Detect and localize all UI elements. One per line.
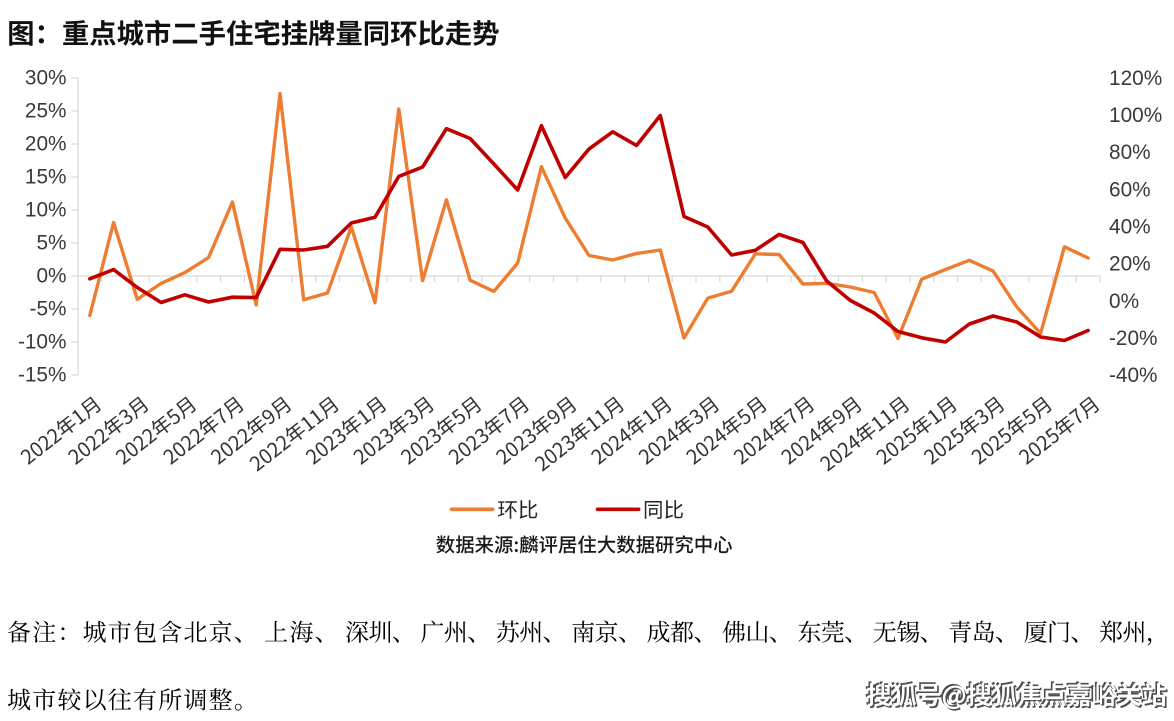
svg-text:40%: 40%	[1109, 216, 1151, 239]
svg-text:-10%: -10%	[18, 330, 67, 353]
svg-text:20%: 20%	[1109, 253, 1151, 276]
svg-text:120%: 120%	[1109, 67, 1162, 90]
svg-text:0%: 0%	[36, 264, 66, 287]
svg-text:30%: 30%	[25, 66, 67, 89]
svg-text:-5%: -5%	[30, 297, 67, 320]
svg-text:20%: 20%	[25, 132, 67, 155]
svg-text:60%: 60%	[1109, 178, 1151, 201]
svg-text:-40%: -40%	[1109, 364, 1158, 387]
svg-text:-15%: -15%	[18, 363, 67, 386]
svg-text:100%: 100%	[1109, 104, 1162, 127]
svg-text:5%: 5%	[36, 231, 66, 254]
svg-text:-20%: -20%	[1109, 327, 1158, 350]
svg-text:10%: 10%	[25, 198, 67, 221]
svg-text:0%: 0%	[1109, 290, 1139, 313]
svg-text:15%: 15%	[25, 165, 67, 188]
svg-text:25%: 25%	[25, 99, 67, 122]
svg-text:80%: 80%	[1109, 141, 1151, 164]
